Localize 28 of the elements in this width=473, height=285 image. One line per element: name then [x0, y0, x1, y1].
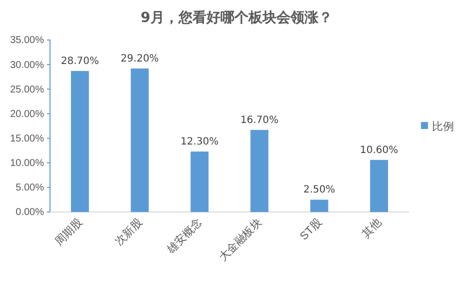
- bar: [130, 68, 149, 212]
- text: 12.30%: [180, 136, 219, 148]
- x-tick-label: ST股: [298, 216, 324, 243]
- y-tick-label: 35.00%: [10, 35, 44, 46]
- bar: [310, 200, 328, 212]
- legend-label: 比例: [432, 120, 454, 133]
- y-tick-label: 5.00%: [16, 182, 44, 194]
- x-tick-label: 大金融板块: [216, 216, 264, 264]
- bar: [70, 70, 89, 212]
- x-tick-label: 次新股: [112, 216, 145, 248]
- x-tick-label: 周期股: [53, 216, 85, 248]
- y-tick-label: 30.00%: [10, 60, 44, 71]
- text: 28.70%: [60, 56, 99, 67]
- text: 10.60%: [360, 144, 398, 156]
- x-tick-label: 雄安概念: [164, 216, 205, 257]
- bar: [250, 130, 268, 212]
- y-tick-label: 10.00%: [10, 158, 44, 170]
- chart-title: 9月，您看好哪个板块会领涨？: [140, 9, 332, 26]
- x-tick-label: 其他: [359, 216, 384, 241]
- bar: [190, 152, 209, 212]
- y-tick-label: 0.00%: [16, 207, 44, 218]
- y-tick-label: 15.00%: [10, 133, 44, 144]
- bar: [370, 160, 388, 212]
- y-tick-label: 25.00%: [10, 84, 44, 96]
- text: 29.20%: [120, 54, 159, 65]
- y-tick-label: 20.00%: [10, 108, 44, 120]
- text: 2.50%: [303, 184, 336, 196]
- text: 16.70%: [240, 114, 278, 126]
